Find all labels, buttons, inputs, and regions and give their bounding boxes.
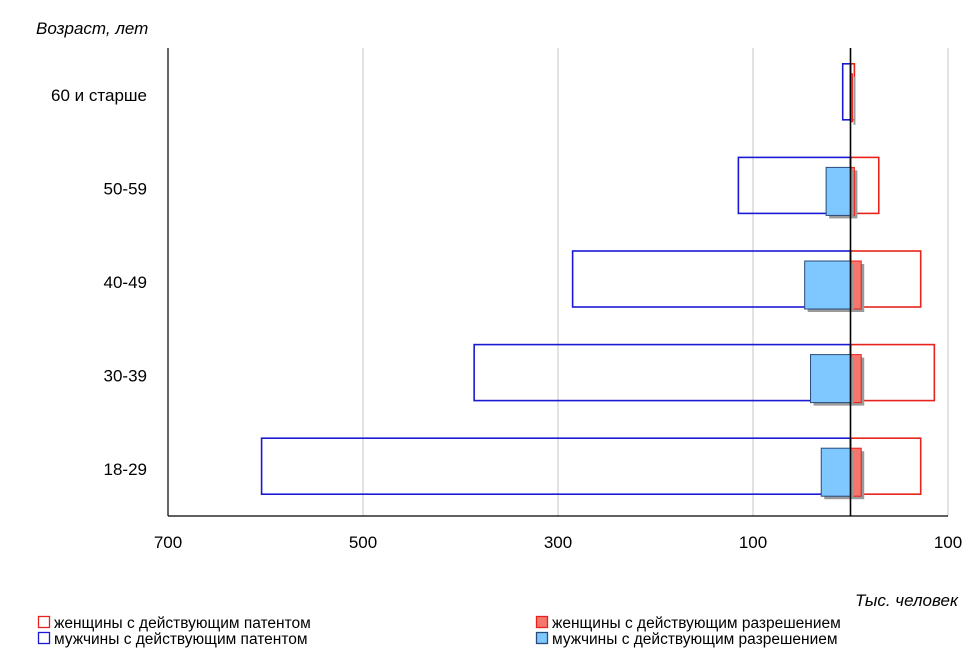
x-axis-title: Тыс. человек (855, 591, 959, 610)
bar-men-permit-40-49 (804, 260, 851, 310)
bar-men-permit-50-59 (825, 166, 851, 216)
bar-women-permit-60-и-старше-shadow (853, 76, 856, 125)
x-tick-label-2: 300 (544, 533, 572, 552)
bar-men-permit-18-29 (820, 447, 851, 497)
y-axis-title: Возраст, лет (36, 19, 148, 38)
category-label-1: 30-39 (104, 367, 147, 386)
bar-men-permit-30-39 (810, 354, 852, 404)
bar-women-permit-50-59-shadow (853, 170, 858, 219)
legend-label-3: мужчины с действующим разрешением (552, 631, 838, 648)
axes (167, 48, 948, 517)
x-tick-label-0: 700 (154, 533, 182, 552)
legend-label-1: женщины с действующим разрешением (552, 615, 841, 632)
x-tick-label-4: 100 (934, 533, 962, 552)
legend-swatch-1 (535, 615, 549, 629)
category-label-4: 60 и старше (51, 86, 147, 105)
x-tick-label-3: 100 (739, 533, 767, 552)
legend-label-2: мужчины с действующим патентом (54, 631, 308, 648)
x-tick-label-1: 500 (349, 533, 377, 552)
tick-labels: 700 500 300 100 100 18-29 30-39 40-49 50-59 60 и … (51, 86, 962, 552)
bar-men-patent-30-39 (473, 343, 852, 402)
legend: женщины с действующим патентом женщины с … (37, 615, 841, 648)
legend-label-0: женщины с действующим патентом (54, 615, 311, 632)
bars (260, 62, 936, 500)
legend-swatch-0 (37, 615, 51, 629)
bar-men-patent-18-29 (260, 437, 852, 496)
legend-swatch-3 (535, 631, 549, 645)
category-label-3: 50-59 (104, 179, 147, 198)
bar-men-patent-60-и-старше (841, 62, 852, 121)
category-label-0: 18-29 (104, 460, 147, 479)
category-label-2: 40-49 (104, 273, 147, 292)
legend-swatch-2 (37, 631, 51, 645)
